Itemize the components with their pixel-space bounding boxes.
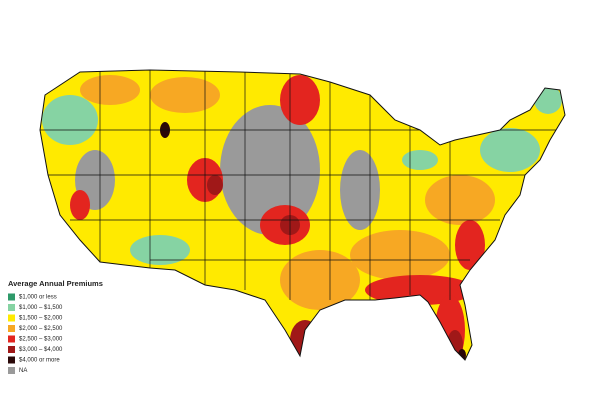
region	[290, 320, 320, 360]
us-outline	[39, 69, 566, 361]
region	[402, 150, 438, 170]
region	[207, 175, 223, 195]
region	[480, 128, 540, 172]
legend-swatch	[8, 346, 15, 353]
border	[40, 129, 565, 261]
legend-label: $1,000 or less	[19, 295, 57, 301]
region	[150, 77, 220, 113]
legend-label: $1,500 – $2,000	[19, 316, 63, 322]
region	[350, 230, 450, 280]
legend-swatch	[8, 356, 15, 364]
legend-label: NA	[19, 368, 27, 374]
legend-title: Average Annual Premiums	[8, 279, 103, 288]
region	[80, 75, 140, 105]
region	[340, 150, 380, 230]
legend-swatch	[8, 367, 15, 374]
region	[42, 95, 98, 145]
region	[425, 175, 495, 225]
legend-swatch	[8, 293, 15, 301]
region	[280, 250, 360, 310]
region	[130, 235, 190, 265]
region	[280, 75, 320, 125]
legend-label: $4,000 or more	[19, 358, 60, 364]
region	[365, 275, 475, 305]
legend-swatch	[8, 325, 15, 332]
legend-swatch	[8, 314, 15, 322]
state-borders	[40, 70, 565, 300]
legend-label: $2,000 – $2,500	[19, 326, 63, 332]
region	[70, 190, 90, 220]
legend-label: $2,500 – $3,000	[19, 337, 63, 343]
legend: $1,000 or less $1,000 – $1,500 $1,500 – $2…	[8, 293, 63, 374]
legend-swatch	[8, 304, 15, 311]
legend-label: $3,000 – $4,000	[19, 347, 63, 353]
legend-swatch	[8, 335, 15, 343]
region	[455, 220, 485, 270]
legend-label: $1,000 – $1,500	[19, 305, 63, 311]
